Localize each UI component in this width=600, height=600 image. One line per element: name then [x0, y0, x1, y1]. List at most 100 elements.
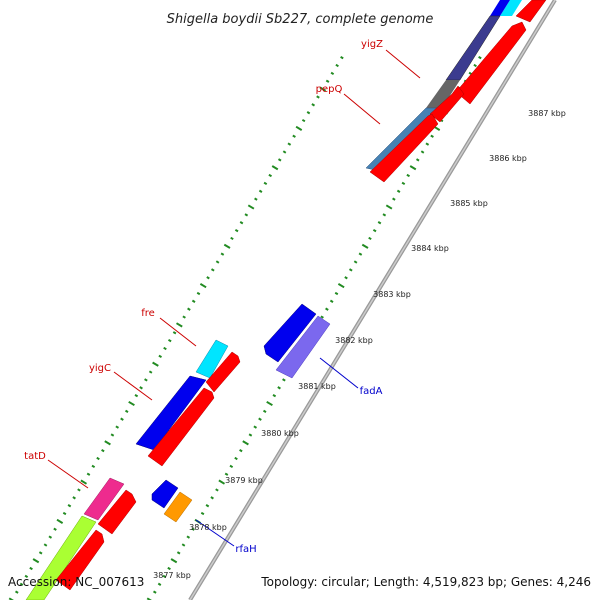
- tick-mark: [229, 464, 234, 469]
- tick-mark: [277, 386, 281, 390]
- feature-tatD[interactable]: [83, 477, 125, 521]
- tick-mark: [415, 158, 420, 162]
- tick-mark: [425, 142, 430, 146]
- tick-mark: [242, 440, 249, 446]
- tick-mark: [335, 63, 339, 68]
- tick-mark: [153, 590, 157, 594]
- tick-mark: [287, 142, 292, 146]
- tick-mark: [247, 204, 255, 210]
- tick-mark: [430, 134, 434, 138]
- tick-mark: [230, 236, 234, 241]
- feature-grey[interactable]: [426, 80, 460, 108]
- tick-mark: [385, 204, 393, 210]
- tick-mark: [262, 409, 267, 413]
- tick-mark: [187, 307, 191, 311]
- tick-mark: [320, 315, 324, 319]
- cds-8[interactable]: [55, 529, 105, 591]
- tick-mark: [181, 543, 186, 547]
- tick-mark: [182, 315, 186, 319]
- tick-mark: [382, 213, 387, 217]
- tick-mark: [91, 464, 96, 469]
- tick-mark: [134, 394, 139, 398]
- tick-mark: [176, 551, 181, 555]
- tick-mark: [146, 597, 152, 600]
- kbp-label: 3879 kbp: [225, 476, 263, 485]
- tick-mark: [311, 103, 316, 107]
- tick-mark: [191, 527, 195, 531]
- cds-6[interactable]: [147, 387, 215, 467]
- tick-mark: [196, 291, 201, 296]
- tick-mark: [199, 283, 207, 289]
- cds-4[interactable]: [369, 113, 439, 183]
- tick-mark: [234, 228, 239, 233]
- tick-mark: [200, 511, 205, 516]
- tick-mark: [473, 63, 477, 68]
- feature-blue-top[interactable]: [490, 0, 510, 16]
- tick-mark: [152, 361, 159, 367]
- tick-mark: [292, 134, 296, 138]
- cds-3[interactable]: [429, 85, 465, 123]
- feature-rfaH[interactable]: [163, 491, 193, 523]
- tick-mark: [254, 197, 258, 201]
- cds-2[interactable]: [455, 21, 527, 105]
- kbp-label: 3887 kbp: [528, 109, 566, 118]
- tick-mark: [239, 449, 243, 453]
- tick-mark: [344, 276, 348, 280]
- tick-mark: [258, 189, 263, 193]
- tick-mark: [48, 535, 53, 539]
- tick-mark: [86, 472, 91, 476]
- tick-mark: [124, 409, 129, 413]
- kbp-labels: 3877 kbp 3878 kbp 3879 kbp 3880 kbp 3881…: [153, 109, 566, 580]
- tick-mark: [43, 543, 48, 547]
- feature-lime[interactable]: [25, 515, 97, 600]
- tick-mark: [368, 236, 372, 241]
- map-title: Shigella boydii Sb227, complete genome: [167, 12, 434, 27]
- kbp-label: 3880 kbp: [261, 429, 299, 438]
- tick-mark: [162, 574, 167, 579]
- kbp-label: 3882 kbp: [335, 336, 373, 345]
- tick-mark: [72, 496, 76, 500]
- tick-mark: [239, 221, 244, 225]
- tick-mark: [38, 551, 43, 555]
- tick-mark: [353, 260, 358, 264]
- kbp-label: 3885 kbp: [450, 199, 488, 208]
- tick-mark: [358, 252, 363, 256]
- kbp-label: 3886 kbp: [489, 154, 527, 163]
- tick-mark: [220, 252, 225, 256]
- tick-mark: [120, 417, 124, 421]
- cds-7[interactable]: [97, 489, 137, 535]
- tick-mark: [96, 456, 100, 461]
- tick-mark: [15, 590, 19, 594]
- tick-mark: [115, 425, 120, 429]
- cds-5[interactable]: [205, 351, 241, 393]
- tick-mark: [172, 331, 177, 335]
- tick-tracks: [8, 56, 482, 600]
- feature-fadA[interactable]: [275, 315, 331, 379]
- gene-label-tatD: tatD: [24, 451, 46, 462]
- feature-blue-fadA-left[interactable]: [263, 303, 317, 363]
- tick-mark: [223, 243, 231, 249]
- tick-mark: [253, 425, 258, 429]
- feature-cyan-top[interactable]: [500, 0, 522, 16]
- tick-mark: [191, 299, 196, 303]
- tick-mark: [266, 400, 273, 407]
- tick-mark: [271, 165, 279, 171]
- tick-mark: [263, 181, 268, 186]
- feature-blue-small[interactable]: [151, 479, 179, 509]
- accession-text: Accession: NC_007613: [8, 575, 144, 589]
- tick-mark: [301, 118, 306, 123]
- tick-mark: [101, 449, 105, 453]
- tick-mark: [32, 558, 40, 564]
- tick-mark: [272, 394, 277, 398]
- kbp-label: 3877 kbp: [153, 571, 191, 580]
- tick-mark: [175, 322, 183, 328]
- tick-mark: [234, 456, 238, 461]
- tick-mark: [224, 472, 229, 476]
- tick-mark: [53, 527, 57, 531]
- kbp-label: 3881 kbp: [298, 382, 336, 391]
- tick-mark: [340, 56, 344, 60]
- tick-mark: [104, 440, 111, 446]
- cds-1[interactable]: [515, 0, 547, 23]
- tick-mark: [316, 95, 320, 99]
